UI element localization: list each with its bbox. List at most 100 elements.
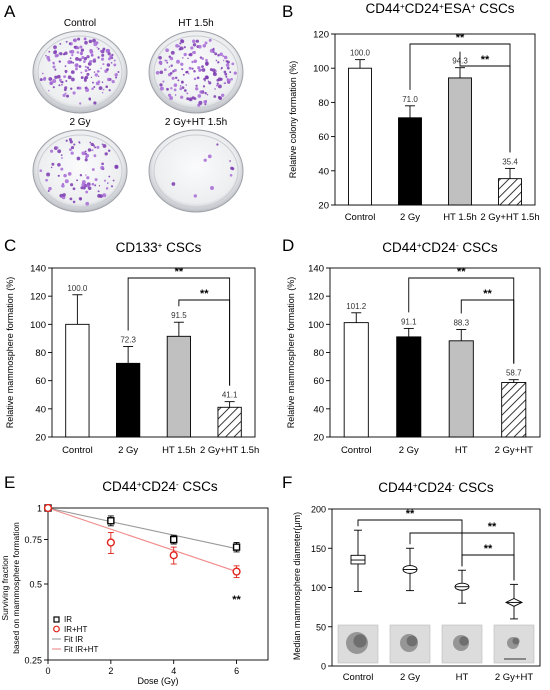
colony-dot — [93, 154, 97, 158]
mammosphere-core — [459, 636, 469, 646]
colony-dot — [212, 72, 217, 77]
data-label: 91.5 — [171, 311, 187, 320]
x-tick-label: 6 — [234, 666, 239, 676]
bar — [398, 117, 422, 206]
colony-dot — [201, 68, 206, 72]
colony-dot — [176, 59, 180, 64]
colony-dot — [54, 75, 58, 79]
y-tick-label: 150 — [311, 544, 326, 554]
colony-dot — [171, 182, 176, 186]
colony-dot — [188, 72, 190, 75]
colony-dot — [105, 48, 110, 53]
colony-dot — [75, 56, 79, 61]
colony-dot — [71, 77, 75, 82]
colony-dot — [68, 42, 71, 45]
panel-letter-d: D — [282, 236, 294, 255]
colony-dot — [58, 84, 61, 87]
colony-dot — [183, 52, 187, 57]
colony-dot — [48, 77, 53, 81]
colony-dot — [59, 42, 62, 45]
colony-dot — [58, 52, 61, 55]
colony-dot — [226, 66, 230, 70]
colony-dot — [52, 79, 57, 83]
y-tick-label: 0.25 — [24, 656, 42, 666]
colony-dot — [92, 81, 94, 84]
colony-dot — [178, 48, 182, 51]
fit-line — [47, 507, 237, 573]
data-point-ir-ht — [232, 567, 241, 576]
colony-dot — [64, 92, 67, 95]
plate-dish — [148, 30, 244, 114]
colony-dot — [217, 84, 222, 89]
plate-rim — [153, 134, 239, 208]
colony-dot — [100, 67, 102, 70]
data-label: 71.0 — [402, 95, 418, 104]
colony-dot — [59, 52, 63, 56]
y-tick-label: 100 — [311, 583, 326, 593]
y-tick-label: 60 — [313, 376, 324, 387]
chart-title: CD44+CD24- CSCs — [102, 479, 218, 494]
bar — [166, 335, 191, 438]
colony-dot — [80, 186, 84, 190]
significance-label: ** — [456, 32, 465, 44]
colony-dot — [90, 76, 93, 79]
data-point-ir-ht — [169, 551, 178, 560]
colony-dot — [80, 76, 84, 80]
colony-dot — [110, 61, 113, 64]
colony-dot — [187, 57, 189, 60]
colony-dot — [83, 60, 86, 63]
colony-dot — [50, 149, 54, 153]
colony-dot — [175, 43, 179, 48]
colony-dot — [225, 63, 230, 67]
colony-dot — [58, 60, 62, 63]
y-tick-label: 40 — [35, 404, 46, 415]
colony-dot — [183, 89, 187, 92]
colony-dot — [82, 186, 86, 190]
colony-dot — [76, 179, 79, 182]
colony-dot — [105, 85, 108, 88]
colony-dot — [69, 148, 72, 151]
colony-dot — [39, 78, 43, 82]
y-axis-label-line2: based on mammosphere formation — [11, 522, 21, 654]
x-tick-label: HT — [455, 445, 468, 456]
colony-dot — [206, 93, 209, 96]
chart-d: CD44+CD24- CSCs 20 40 60 80 100 120 140 Relative… — [286, 240, 541, 456]
colony-dot — [73, 143, 76, 146]
y-tick-label: 60 — [318, 132, 329, 143]
colony-dot — [73, 38, 76, 41]
colony-dot — [101, 53, 105, 57]
colony-dot — [96, 46, 98, 49]
colony-dot — [185, 70, 188, 74]
significance-label: ** — [406, 508, 415, 520]
colony-dot — [221, 93, 225, 97]
colony-dot — [65, 71, 67, 74]
colony-dot — [223, 55, 228, 60]
colony-dot — [48, 89, 50, 92]
colony-dot — [229, 174, 233, 177]
colony-dot — [84, 40, 88, 45]
colony-dot — [79, 173, 83, 177]
colony-dot — [214, 52, 218, 56]
y-tick-label: 100 — [308, 320, 324, 331]
colony-dot — [111, 79, 115, 84]
colony-dot — [216, 82, 219, 85]
colony-dot — [207, 80, 210, 82]
colony-dot — [107, 77, 111, 82]
colony-dot — [181, 80, 184, 84]
colony-dot — [217, 77, 222, 82]
colony-dot — [86, 55, 89, 58]
significance-bracket — [460, 299, 515, 364]
plate-label-control: Control — [64, 18, 96, 29]
legend-label-ir-ht: IR+HT — [64, 625, 87, 634]
colony-dot — [63, 173, 67, 178]
colony-dot — [99, 194, 103, 198]
colony-dot — [87, 186, 92, 191]
colony-dot — [183, 46, 186, 49]
y-tick-label: 120 — [30, 292, 46, 303]
colony-dot — [72, 91, 76, 95]
colony-dot — [229, 71, 232, 74]
y-axis-label: Relative mammosphere formation (%) — [286, 277, 296, 429]
colony-dot — [216, 143, 219, 146]
colony-dot — [231, 62, 235, 66]
